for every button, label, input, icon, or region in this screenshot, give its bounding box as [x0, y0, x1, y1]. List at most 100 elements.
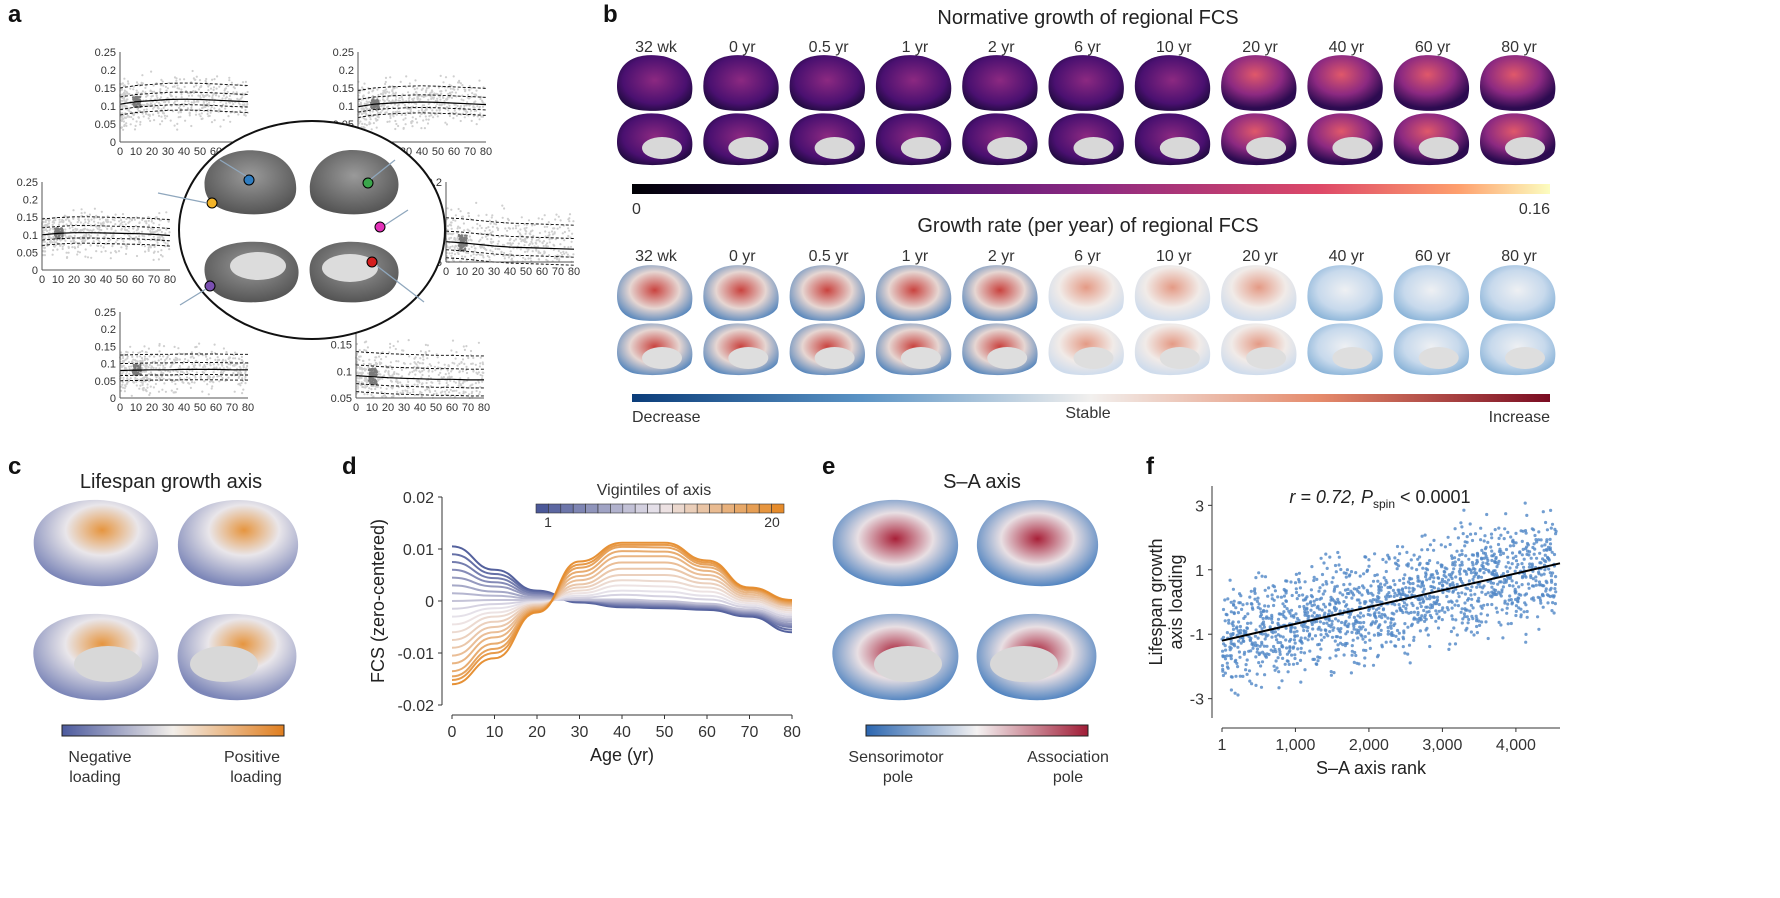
- panel-b: b Normative growth of regional FCS 32 wk…: [603, 1, 1556, 426]
- a-x-tick-label: 0: [353, 402, 359, 414]
- f-point: [1484, 620, 1488, 624]
- a-point: [425, 118, 428, 121]
- a-point: [167, 99, 170, 102]
- a-point: [160, 249, 163, 252]
- a-point: [481, 101, 484, 104]
- a-point: [176, 387, 179, 391]
- a-point: [165, 211, 168, 214]
- a-point: [420, 106, 423, 109]
- legend-d-swatch: [709, 503, 723, 514]
- f-point: [1342, 653, 1346, 657]
- f-point: [1486, 540, 1490, 545]
- a-point: [158, 212, 161, 215]
- a-point: [177, 116, 180, 119]
- a-point-dense: [134, 98, 137, 102]
- b-age-label-bottom: 80 yr: [1501, 248, 1537, 265]
- a-point: [192, 99, 196, 102]
- a-point: [135, 236, 138, 239]
- a-point: [128, 372, 131, 375]
- f-point: [1450, 614, 1454, 618]
- f-point: [1345, 568, 1349, 572]
- f-point: [1509, 535, 1513, 539]
- a-point-dense: [55, 231, 59, 234]
- a-point: [130, 365, 133, 368]
- a-point: [380, 390, 383, 394]
- f-point: [1510, 551, 1515, 555]
- f-point: [1386, 625, 1390, 630]
- f-point: [1312, 599, 1316, 603]
- a-point: [191, 369, 194, 372]
- a-point: [198, 364, 201, 367]
- f-point: [1422, 587, 1426, 591]
- a-point: [227, 376, 230, 379]
- f-point: [1487, 570, 1491, 574]
- a-point: [538, 258, 541, 261]
- a-point: [465, 365, 468, 368]
- a-point: [368, 387, 371, 390]
- f-point: [1315, 662, 1319, 667]
- a-point: [99, 244, 103, 247]
- b-brain-lateral-bottom: [1480, 265, 1556, 321]
- a-point: [397, 373, 400, 376]
- f-point: [1508, 566, 1512, 570]
- b-age-label-top: 0 yr: [729, 39, 756, 56]
- a-point: [184, 119, 187, 122]
- a-point: [361, 89, 364, 92]
- a-point: [470, 392, 473, 395]
- a-point: [121, 224, 124, 227]
- a-point: [208, 101, 211, 104]
- f-point: [1281, 635, 1285, 639]
- a-point: [462, 222, 465, 225]
- a-point: [162, 377, 165, 380]
- f-point: [1305, 614, 1309, 618]
- d-y-axis-label: FCS (zero-centered): [368, 519, 388, 683]
- f-point: [1258, 614, 1262, 619]
- a-point: [531, 242, 534, 245]
- a-point: [358, 358, 361, 361]
- f-point: [1363, 601, 1367, 606]
- a-point: [160, 92, 163, 95]
- a-point-dense: [59, 227, 63, 231]
- f-point: [1312, 657, 1316, 662]
- a-point: [49, 237, 53, 240]
- f-point: [1482, 539, 1486, 543]
- a-point: [129, 110, 132, 113]
- a-x-tick-label: 10: [130, 146, 142, 158]
- b-brain-lateral-top: [875, 55, 952, 111]
- f-point: [1306, 638, 1310, 642]
- a-point: [407, 380, 410, 383]
- a-point: [531, 250, 534, 253]
- f-point: [1303, 668, 1307, 672]
- a-point: [228, 94, 231, 97]
- f-point: [1401, 610, 1405, 615]
- f-point: [1543, 543, 1547, 547]
- f-point: [1330, 580, 1334, 584]
- a-point: [426, 344, 429, 347]
- f-point: [1460, 549, 1464, 553]
- b-age-label-bottom: 0 yr: [729, 248, 756, 265]
- legend-d-swatch: [548, 503, 562, 514]
- f-point: [1475, 631, 1479, 635]
- a-point: [174, 100, 177, 103]
- a-median-line: [357, 101, 487, 108]
- legend-d-swatch: [610, 503, 624, 514]
- a-point: [155, 100, 158, 103]
- a-point: [95, 214, 98, 217]
- a-point: [357, 372, 360, 375]
- f-point: [1434, 609, 1438, 613]
- panel-e-letter: e: [822, 453, 835, 480]
- a-point: [148, 363, 151, 366]
- a-point: [137, 116, 140, 119]
- a-y-tick-label: 0.25: [333, 47, 354, 59]
- a-point: [228, 356, 231, 359]
- f-point: [1486, 562, 1490, 566]
- a-point: [238, 365, 241, 368]
- a-point: [210, 106, 213, 109]
- a-point: [363, 82, 366, 85]
- a-point: [49, 239, 52, 242]
- f-point: [1440, 618, 1444, 622]
- f-point: [1368, 638, 1372, 642]
- a-point: [135, 254, 139, 258]
- a-x-tick-label: 20: [472, 266, 484, 278]
- f-point: [1230, 622, 1234, 626]
